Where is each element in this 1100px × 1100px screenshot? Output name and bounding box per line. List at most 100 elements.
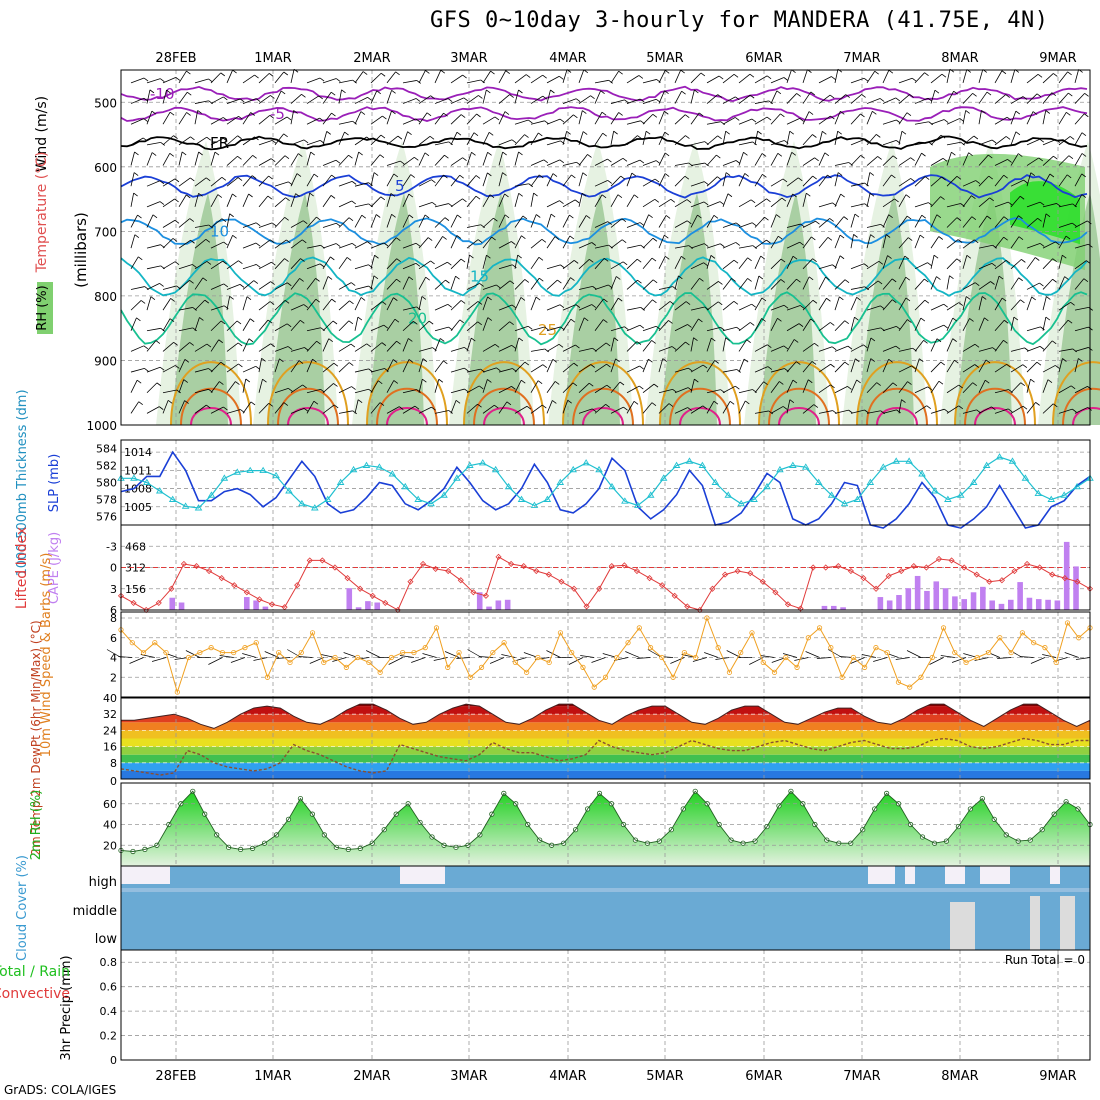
thickness-point bbox=[724, 491, 733, 498]
wind-barb bbox=[674, 162, 689, 166]
wind-barb bbox=[544, 120, 549, 125]
wind-barb bbox=[146, 152, 153, 166]
wind-barb bbox=[924, 72, 929, 76]
wind-barb bbox=[444, 217, 450, 221]
wind-barb bbox=[554, 236, 560, 240]
temperature-band bbox=[121, 714, 1090, 723]
wind-barb bbox=[690, 262, 704, 270]
wind-barb bbox=[349, 300, 354, 305]
wind-barb bbox=[178, 136, 191, 146]
wind-barb bbox=[1010, 131, 1017, 146]
wind-barb bbox=[762, 173, 767, 178]
wind-barb bbox=[494, 344, 500, 348]
wind-barb bbox=[834, 94, 846, 104]
wind-barb bbox=[130, 300, 142, 311]
wind-barb bbox=[962, 110, 967, 125]
wind-barb bbox=[568, 657, 584, 665]
wind-barb bbox=[386, 71, 396, 84]
wind-barb bbox=[486, 254, 491, 259]
wind-barb bbox=[237, 177, 243, 181]
li-point bbox=[231, 582, 238, 589]
li-axis-label: Lifted Index bbox=[14, 527, 30, 609]
wind-barb bbox=[456, 657, 471, 659]
wind-barb bbox=[450, 400, 457, 414]
wind-barb bbox=[393, 173, 399, 178]
wind-barb bbox=[535, 296, 541, 301]
li-point bbox=[961, 564, 968, 571]
wind-barb bbox=[870, 337, 876, 342]
wind-barb bbox=[690, 89, 695, 104]
wind-barb bbox=[715, 657, 730, 660]
thickness-tick: 582 bbox=[96, 460, 117, 473]
wind-barb bbox=[590, 364, 596, 368]
wind-barb bbox=[279, 358, 284, 363]
wind-barb bbox=[418, 179, 432, 187]
wind-barb bbox=[130, 137, 144, 146]
wind-barb bbox=[354, 215, 363, 228]
wind-barb bbox=[354, 316, 359, 331]
wind-barb bbox=[861, 654, 876, 658]
wind-barb bbox=[521, 379, 526, 384]
wind-barb bbox=[642, 359, 649, 373]
wind-barb bbox=[777, 152, 783, 157]
wind-barb bbox=[408, 338, 413, 342]
wind-barb bbox=[780, 279, 786, 283]
wind-barb bbox=[850, 213, 856, 228]
wind-barb bbox=[514, 193, 520, 207]
wind-barb bbox=[1062, 358, 1067, 362]
thickness-point bbox=[401, 482, 410, 490]
wind-barb bbox=[783, 304, 789, 309]
wind-barb bbox=[1055, 139, 1061, 143]
wind-barb bbox=[138, 401, 143, 406]
wind-barb bbox=[290, 384, 303, 394]
wind-barb bbox=[674, 220, 688, 228]
wind-barb bbox=[978, 154, 989, 166]
rh-band-mid bbox=[367, 192, 424, 425]
wind-barb bbox=[754, 381, 764, 393]
wind-barb bbox=[1058, 112, 1067, 125]
wind-barb bbox=[994, 297, 1003, 311]
wind-barb bbox=[938, 236, 944, 240]
wind-barb bbox=[493, 217, 498, 222]
wind-barb bbox=[1036, 361, 1042, 366]
wind-barb bbox=[876, 382, 881, 386]
warm-contour bbox=[572, 387, 634, 426]
wind-barb bbox=[905, 194, 911, 199]
wind-barb bbox=[578, 172, 584, 187]
wind-barb bbox=[310, 151, 315, 156]
wind-barb bbox=[664, 90, 669, 95]
wind-barb bbox=[615, 358, 620, 363]
wind-barb bbox=[562, 304, 577, 311]
wind-barb bbox=[175, 77, 181, 81]
wind-barb bbox=[448, 141, 453, 146]
wind-barb bbox=[511, 139, 517, 144]
wind-barb bbox=[199, 317, 204, 321]
wind-barb bbox=[818, 322, 831, 332]
wind-barb bbox=[466, 385, 480, 394]
y-axis-label: (millibars) bbox=[72, 212, 90, 288]
wind-barb bbox=[1003, 339, 1008, 344]
wind-barb bbox=[704, 652, 719, 658]
wind-barb bbox=[295, 193, 300, 197]
wind-barb bbox=[434, 217, 446, 228]
wind-barb bbox=[652, 237, 658, 242]
wind-barb bbox=[418, 260, 431, 270]
wind-barb bbox=[424, 214, 430, 219]
wind-barb bbox=[674, 324, 688, 332]
wind-barb bbox=[738, 152, 744, 166]
contour-label: 25 bbox=[538, 321, 557, 339]
wind-barb bbox=[834, 193, 842, 207]
wind-barb bbox=[414, 405, 420, 410]
wind-barb bbox=[802, 361, 813, 373]
wind-barb bbox=[290, 173, 298, 187]
wind-barb bbox=[338, 343, 352, 352]
cloud-gap bbox=[1050, 866, 1060, 884]
li-point bbox=[671, 592, 678, 599]
wind-barb bbox=[290, 153, 299, 166]
wind-barb bbox=[130, 345, 144, 352]
wind-barb bbox=[978, 317, 985, 331]
wind-barb bbox=[482, 236, 492, 249]
slp-tick: 1005 bbox=[124, 501, 152, 514]
wind-barb bbox=[994, 174, 1004, 187]
wind-barb bbox=[466, 337, 472, 352]
